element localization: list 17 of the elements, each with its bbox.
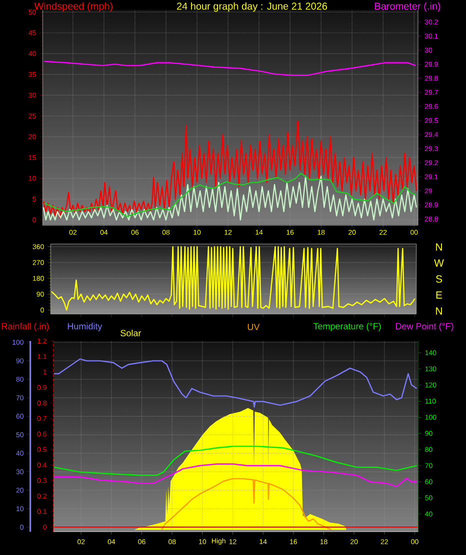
text: W — [434, 259, 444, 267]
line-series — [50, 246, 416, 311]
text: E — [436, 291, 442, 299]
chart-title: 24 hour graph day : June 21 2026 — [176, 2, 328, 12]
text: S — [436, 275, 442, 283]
text: Temperature (°F) — [313, 322, 381, 332]
line-series — [53, 463, 418, 488]
text: Rainfall (.in) — [2, 322, 49, 332]
text: Dew Point (°F) — [396, 322, 454, 332]
y2-axis-title: Barometer (.in) — [374, 2, 440, 12]
text: Solar — [120, 330, 142, 336]
text: Humidity — [68, 322, 102, 332]
text: N — [436, 307, 442, 315]
text: N — [436, 243, 442, 251]
line-series — [53, 358, 418, 408]
text: UV — [248, 324, 260, 330]
y-axis-title: Windspeed (mph) — [34, 2, 112, 12]
